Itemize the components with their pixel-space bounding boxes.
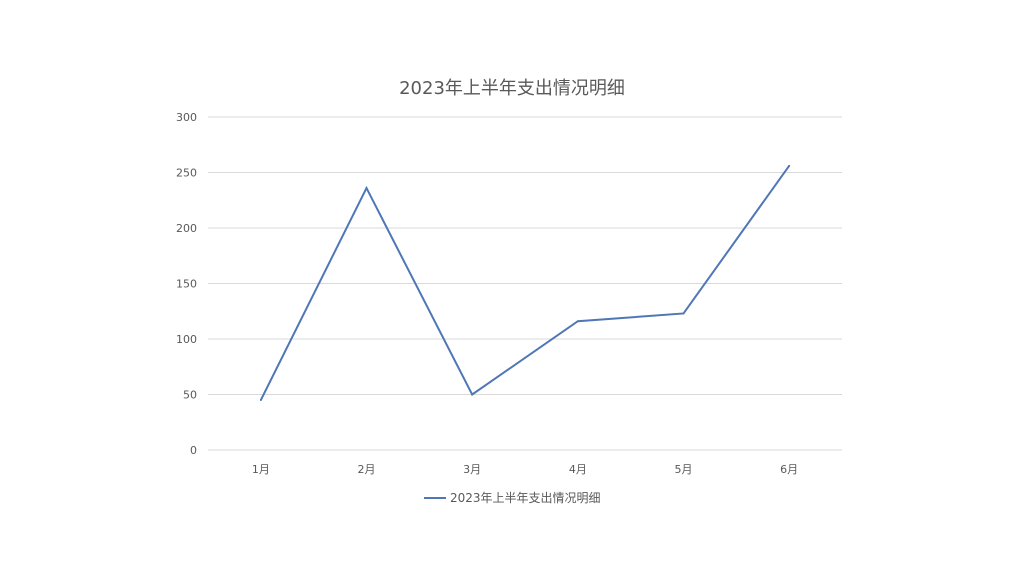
legend-label: 2023年上半年支出情况明细 <box>450 491 601 505</box>
y-tick-label: 100 <box>176 333 197 346</box>
data-point <box>682 312 685 315</box>
y-axis-ticks: 0 50 100 150 200 250 300 <box>176 111 197 457</box>
y-tick-label: 200 <box>176 222 197 235</box>
x-tick-label: 4月 <box>569 463 587 476</box>
data-point <box>576 320 579 323</box>
data-point <box>471 393 474 396</box>
series-lines <box>259 164 791 402</box>
legend: 2023年上半年支出情况明细 <box>424 491 601 505</box>
x-tick-label: 1月 <box>252 463 270 476</box>
y-tick-label: 250 <box>176 167 197 180</box>
y-tick-label: 50 <box>183 389 197 402</box>
x-tick-label: 2月 <box>358 463 376 476</box>
series-line <box>259 165 790 401</box>
data-point <box>365 187 368 190</box>
y-tick-label: 150 <box>176 278 197 291</box>
data-point <box>788 164 791 167</box>
x-tick-label: 5月 <box>675 463 693 476</box>
gridlines <box>208 116 842 451</box>
x-axis-ticks: 1月 2月 3月 4月 5月 6月 <box>252 463 798 476</box>
data-point <box>259 399 262 402</box>
y-tick-label: 300 <box>176 111 197 124</box>
x-tick-label: 6月 <box>780 463 798 476</box>
chart-title: 2023年上半年支出情况明细 <box>399 78 625 99</box>
y-tick-label: 0 <box>190 444 197 457</box>
x-tick-label: 3月 <box>463 463 481 476</box>
